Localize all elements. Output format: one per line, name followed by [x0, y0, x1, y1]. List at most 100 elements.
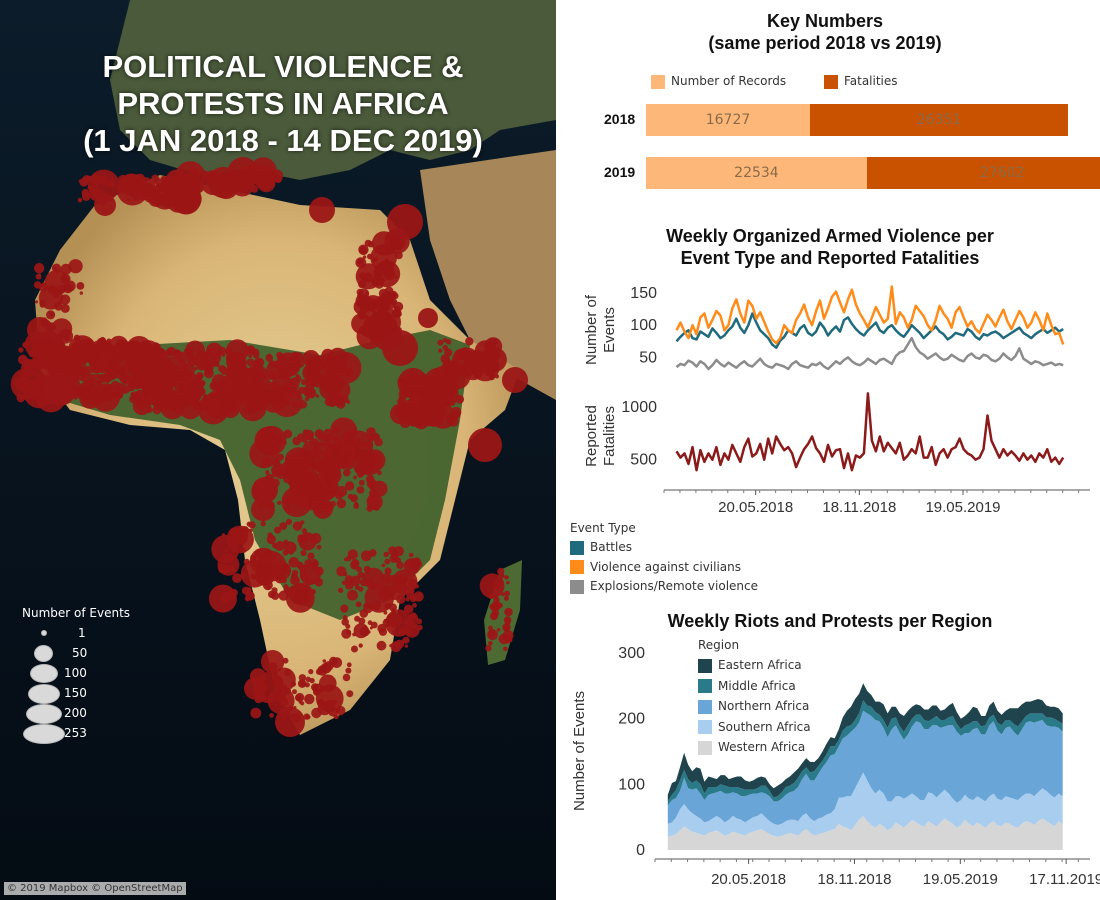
series-line[interactable]	[675, 312, 1064, 349]
event-marker	[310, 438, 320, 447]
legend-item-northern-africa[interactable]: Northern Africa	[698, 699, 811, 714]
event-marker	[329, 352, 362, 384]
axis-title-line: Number of	[583, 294, 600, 365]
map-panel[interactable]: POLITICAL VIOLENCE & PROTESTS IN AFRICA …	[0, 0, 556, 900]
series-line[interactable]	[675, 285, 1065, 345]
event-marker	[313, 561, 319, 567]
event-marker	[252, 556, 257, 561]
legend-label: Middle Africa	[718, 678, 796, 693]
event-marker	[30, 358, 39, 367]
event-marker	[406, 401, 413, 409]
event-marker	[18, 354, 28, 365]
area-series[interactable]	[667, 710, 1063, 825]
event-marker	[319, 378, 341, 400]
size-circle-icon	[34, 645, 53, 662]
event-marker	[302, 364, 320, 382]
event-marker	[62, 275, 67, 280]
event-marker	[219, 564, 230, 575]
event-marker	[346, 662, 352, 668]
axis-title-line: Fatalities	[601, 406, 618, 466]
size-legend-row: 100	[18, 663, 148, 683]
event-marker	[196, 349, 202, 355]
armed-violence-title-line: Weekly Organized Armed Violence per	[666, 226, 994, 246]
event-marker	[100, 374, 108, 382]
x-tick-label: 20.05.2018	[718, 499, 793, 516]
event-marker	[40, 363, 45, 368]
legend-item-middle-africa[interactable]: Middle Africa	[698, 678, 811, 693]
event-marker	[318, 441, 324, 447]
event-marker	[266, 501, 275, 510]
event-marker	[138, 398, 143, 404]
event-marker	[308, 461, 314, 467]
event-marker	[143, 395, 148, 400]
event-marker	[77, 197, 83, 203]
event-marker	[39, 283, 48, 292]
legend-item-records[interactable]: Number of Records	[651, 74, 790, 89]
legend-item-battles[interactable]: Battles	[570, 540, 758, 555]
armed-violence-title: Weekly Organized Armed Violence per Even…	[580, 225, 1080, 269]
legend-item-fatalities[interactable]: Fatalities	[823, 74, 898, 89]
event-marker	[504, 575, 509, 580]
legend-item-eastern-africa[interactable]: Eastern Africa	[698, 658, 811, 673]
armed-violence-chart[interactable]: 50 100 150 500 1000 Number ofEvents ReportedFa…	[560, 278, 1100, 518]
event-marker	[130, 392, 136, 397]
event-marker	[283, 539, 289, 546]
records-bar-segment[interactable]: 16727	[646, 104, 810, 136]
event-type-legend: Event Type Battles Violence against civi…	[570, 521, 758, 594]
records-bar-segment[interactable]: 22534	[646, 157, 867, 189]
event-marker	[363, 565, 371, 573]
size-legend-label: 150	[64, 686, 87, 700]
legend-item-violence-civilians[interactable]: Violence against civilians	[570, 560, 758, 574]
y-tick-label: 1000	[621, 399, 657, 416]
legend-item-southern-africa[interactable]: Southern Africa	[698, 720, 811, 734]
event-marker	[130, 180, 141, 191]
event-marker	[275, 683, 280, 688]
event-marker	[465, 337, 474, 346]
event-marker	[197, 379, 205, 388]
africa-map[interactable]	[0, 0, 556, 900]
event-marker	[302, 592, 310, 601]
map-attribution[interactable]: © 2019 Mapbox © OpenStreetMap	[4, 882, 186, 895]
event-marker	[229, 365, 235, 371]
area-series[interactable]	[667, 815, 1063, 850]
event-marker	[444, 348, 453, 357]
event-marker	[385, 569, 390, 574]
fatalities-bar-segment[interactable]: 27602	[866, 157, 1100, 189]
event-marker	[283, 586, 292, 595]
event-marker	[76, 366, 85, 374]
event-marker	[396, 561, 404, 570]
event-marker	[360, 550, 372, 562]
event-marker	[341, 618, 350, 626]
event-marker	[49, 285, 57, 293]
series-line[interactable]	[675, 392, 1065, 472]
y-tick-label: 50	[639, 349, 657, 366]
event-marker	[96, 379, 101, 385]
event-marker	[271, 591, 280, 601]
event-marker	[345, 354, 350, 360]
event-marker	[470, 352, 500, 382]
area-series[interactable]	[667, 772, 1063, 837]
event-marker	[403, 558, 421, 575]
area-series[interactable]	[667, 700, 1063, 806]
legend-item-western-africa[interactable]: Western Africa	[698, 740, 811, 755]
series-line[interactable]	[675, 336, 1064, 371]
event-marker	[35, 273, 42, 280]
event-marker	[94, 183, 100, 189]
event-marker	[206, 351, 213, 358]
event-marker	[333, 714, 339, 720]
event-marker	[389, 603, 397, 612]
event-marker	[384, 316, 395, 327]
legend-item-explosions[interactable]: Explosions/Remote violence	[570, 579, 758, 594]
event-marker	[392, 569, 418, 595]
event-marker	[311, 382, 317, 388]
event-marker	[132, 193, 140, 201]
event-marker	[345, 623, 351, 629]
riots-chart[interactable]: 0 100 200 300 Number of Events 20.05.2018 18.1…	[560, 638, 1100, 893]
event-marker	[383, 551, 389, 558]
event-marker	[355, 257, 367, 268]
event-marker	[397, 377, 407, 387]
fatalities-bar-segment[interactable]: 26351	[809, 104, 1069, 136]
event-marker	[281, 363, 288, 371]
event-marker	[298, 386, 306, 394]
event-marker	[292, 521, 303, 531]
